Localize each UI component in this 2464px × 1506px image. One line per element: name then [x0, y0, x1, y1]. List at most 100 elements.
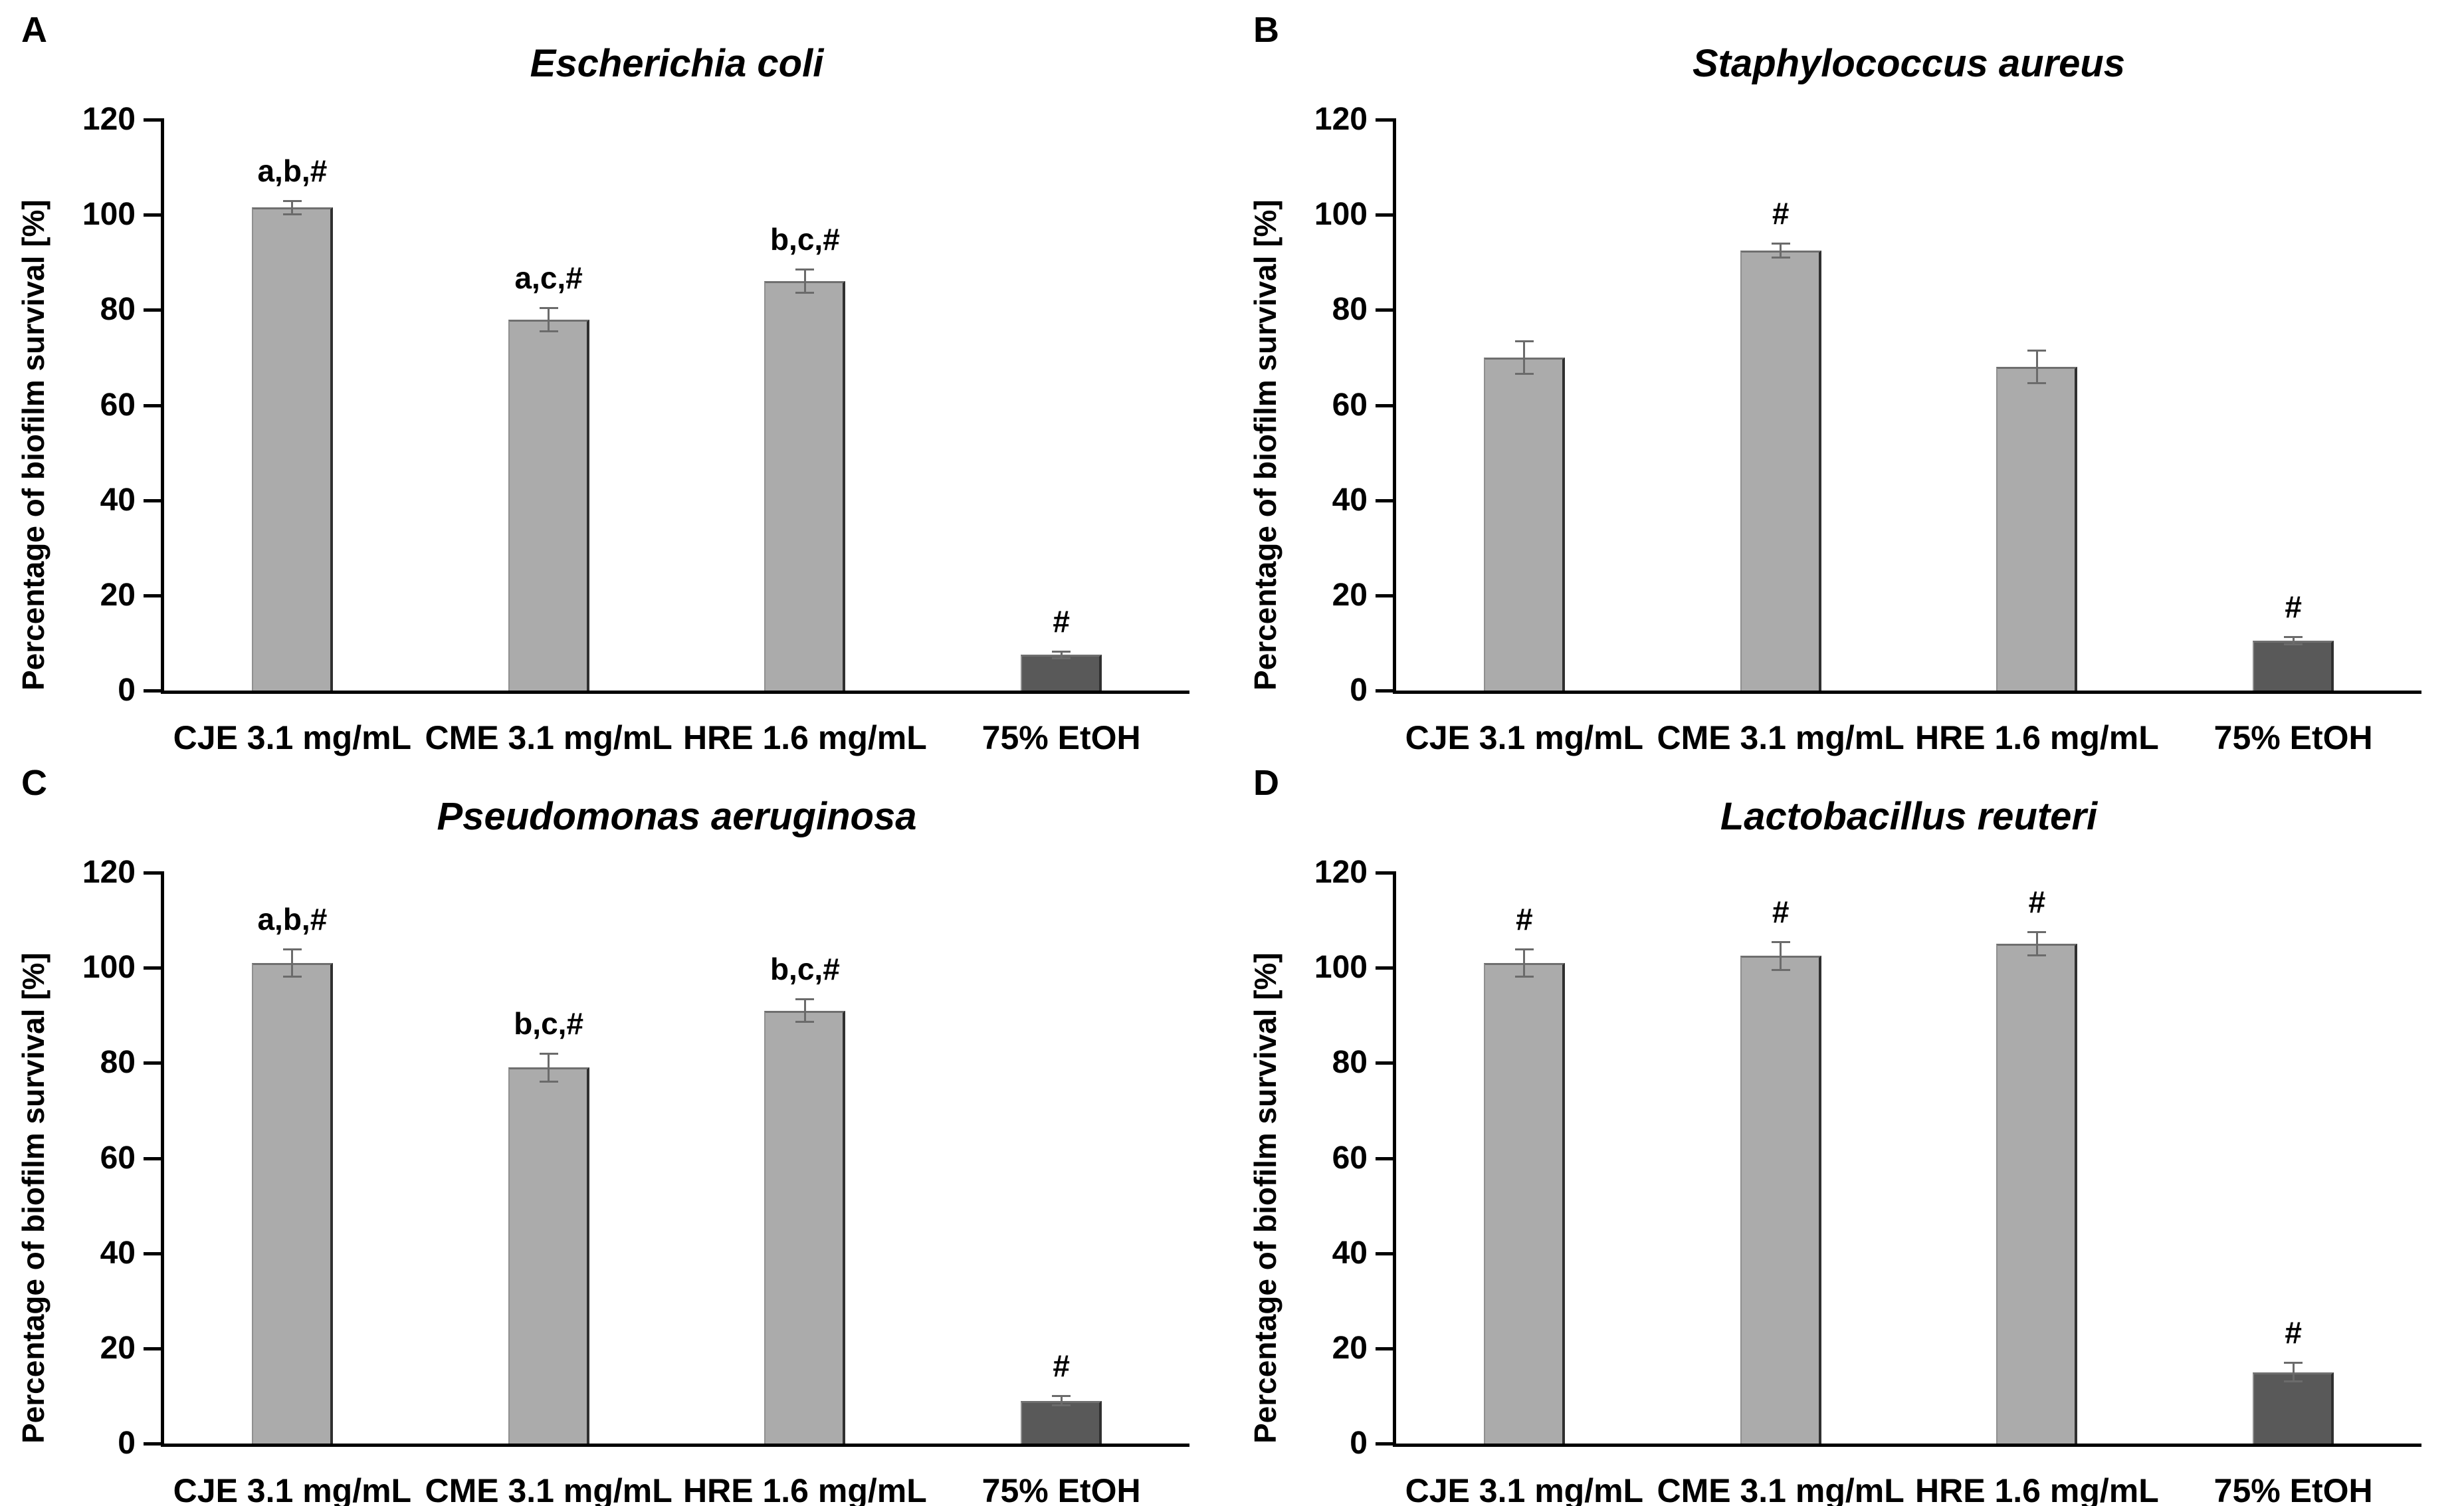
panel-b: B Staphylococcus aureus Percentage of biof…: [1232, 0, 2464, 756]
error-bar-line: [2292, 1362, 2295, 1382]
error-bar-cap-bottom: [795, 1021, 815, 1023]
significance-annotation: b,c,#: [770, 951, 840, 986]
bar-75-etoh: [2253, 1372, 2334, 1444]
y-tick-mark: [144, 213, 161, 217]
bar-hre-1-6-mg-ml: [764, 281, 846, 691]
y-axis-line: [161, 118, 164, 694]
x-axis-line: [1393, 691, 2421, 694]
error-bar-line: [2035, 932, 2038, 956]
x-category-label: HRE 1.6 mg/mL: [683, 719, 927, 756]
bar-cje-3-1-mg-ml: [251, 963, 333, 1444]
x-category-label: CME 3.1 mg/mL: [425, 719, 672, 756]
significance-annotation: a,c,#: [514, 260, 583, 295]
y-tick-mark: [144, 966, 161, 970]
error-bar-line: [1523, 948, 1526, 978]
y-axis-line: [1393, 118, 1396, 694]
x-category-label: CJE 3.1 mg/mL: [1405, 719, 1644, 756]
y-tick-mark: [144, 118, 161, 122]
y-tick-label: 40: [100, 482, 136, 518]
error-bar-cap-bottom: [539, 330, 558, 332]
y-tick-mark: [1376, 308, 1393, 312]
error-bar-cap-bottom: [282, 213, 302, 216]
x-axis-line: [1393, 1444, 2421, 1447]
error-bar-line: [291, 200, 294, 215]
error-bar-cap-top: [282, 948, 302, 950]
y-tick-mark: [144, 1442, 161, 1446]
y-tick-mark: [1376, 966, 1393, 970]
x-category-label: HRE 1.6 mg/mL: [1915, 1472, 2159, 1506]
error-bar-cap-top: [2027, 931, 2047, 934]
y-tick-mark: [144, 498, 161, 502]
error-bar-line: [1060, 1396, 1063, 1406]
x-category-label: 75% EtOH: [2213, 719, 2373, 756]
y-tick-label: 100: [1314, 950, 1368, 986]
y-tick-label: 120: [1314, 102, 1368, 137]
error-bar-cap-top: [795, 269, 815, 271]
significance-annotation: a,b,#: [257, 901, 328, 936]
y-tick-label: 120: [82, 102, 136, 137]
x-axis-line: [161, 691, 1189, 694]
panel-title: Staphylococcus aureus: [1692, 42, 2126, 85]
y-tick-label: 40: [100, 1235, 136, 1271]
panel-letter: C: [21, 763, 47, 803]
error-bar-cap-bottom: [2284, 643, 2303, 645]
y-tick-label: 100: [1314, 197, 1368, 233]
bar-75-etoh: [1021, 1400, 1102, 1444]
panel-letter: B: [1253, 10, 1279, 50]
error-bar-cap-bottom: [795, 292, 815, 294]
panel-d: D Lactobacillus reuteri Percentage of biof…: [1232, 753, 2464, 1506]
error-bar-cap-top: [1514, 948, 1534, 950]
panel-letter: A: [21, 10, 47, 50]
y-tick-label: 20: [100, 577, 136, 613]
error-bar-line: [548, 1053, 550, 1082]
significance-annotation: #: [1053, 1348, 1070, 1384]
error-bar-cap-top: [1052, 1395, 1071, 1398]
y-tick-label: 40: [1332, 482, 1368, 518]
y-tick-label: 20: [1332, 1330, 1368, 1366]
significance-annotation: #: [2285, 1315, 2302, 1350]
y-tick-label: 100: [82, 950, 136, 986]
y-tick-label: 0: [118, 673, 136, 708]
panel-title: Lactobacillus reuteri: [1720, 795, 2098, 838]
y-tick-mark: [1376, 498, 1393, 502]
y-tick-mark: [144, 1346, 161, 1350]
error-bar-line: [1060, 651, 1063, 659]
error-bar-cap-bottom: [1771, 968, 1790, 971]
y-tick-mark: [1376, 1061, 1393, 1065]
significance-annotation: #: [1772, 196, 1790, 231]
panel-title: Pseudomonas aeruginosa: [437, 795, 917, 838]
y-tick-label: 80: [1332, 292, 1368, 328]
bar-75-etoh: [1021, 655, 1102, 691]
y-tick-label: 0: [1350, 1426, 1368, 1461]
y-tick-label: 60: [1332, 387, 1368, 423]
error-bar-cap-bottom: [539, 1080, 558, 1083]
y-axis-line: [1393, 871, 1396, 1447]
panel-a: A Escherichia coli Percentage of biofilm s…: [0, 0, 1232, 756]
y-tick-label: 0: [118, 1426, 136, 1461]
error-bar-line: [291, 948, 294, 978]
y-tick-mark: [144, 871, 161, 875]
error-bar-line: [1780, 941, 1782, 970]
error-bar-cap-bottom: [1052, 1404, 1071, 1406]
y-tick-mark: [1376, 689, 1393, 693]
bar-cme-3-1-mg-ml: [1740, 956, 1821, 1444]
y-tick-label: 40: [1332, 1235, 1368, 1271]
y-tick-mark: [1376, 213, 1393, 217]
error-bar-cap-top: [539, 1053, 558, 1055]
y-tick-mark: [144, 308, 161, 312]
significance-annotation: #: [1772, 894, 1790, 929]
bar-cme-3-1-mg-ml: [508, 1067, 589, 1444]
y-tick-mark: [1376, 1442, 1393, 1446]
error-bar-line: [1780, 243, 1782, 258]
y-tick-mark: [1376, 1156, 1393, 1160]
y-tick-label: 60: [100, 387, 136, 423]
x-category-label: HRE 1.6 mg/mL: [1915, 719, 2159, 756]
bar-hre-1-6-mg-ml: [1996, 367, 2078, 691]
x-category-label: CJE 3.1 mg/mL: [173, 719, 412, 756]
error-bar-cap-top: [1771, 940, 1790, 943]
error-bar-line: [803, 269, 806, 294]
y-tick-mark: [144, 689, 161, 693]
y-tick-mark: [1376, 118, 1393, 122]
y-tick-label: 80: [100, 292, 136, 328]
y-tick-mark: [144, 403, 161, 407]
